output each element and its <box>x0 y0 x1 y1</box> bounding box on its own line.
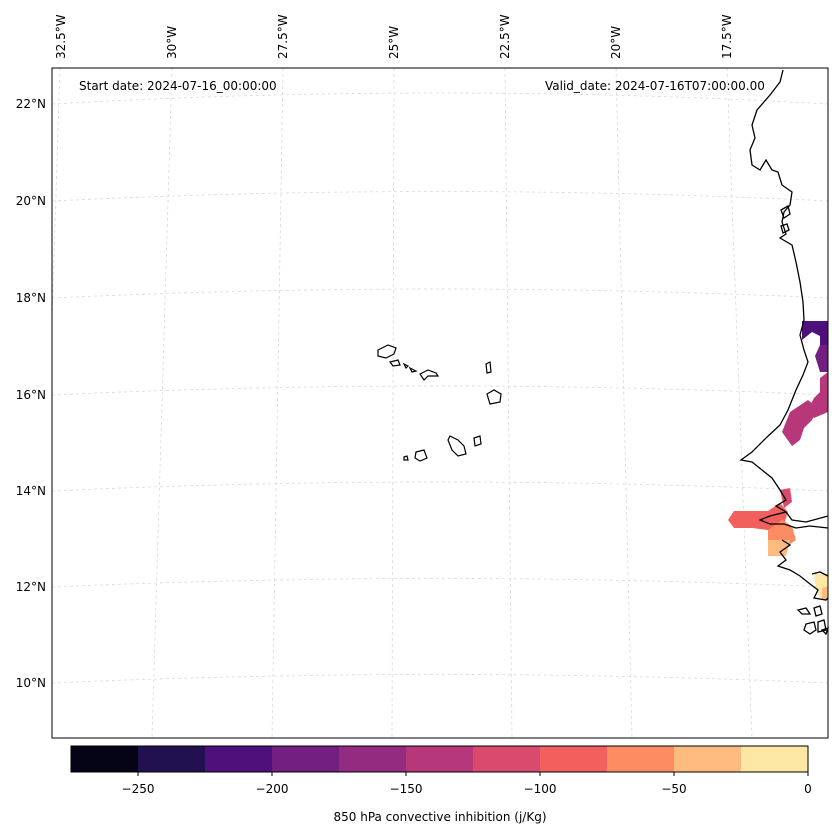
island-sao-vicente <box>388 359 401 367</box>
island-sao-nicolau-2 <box>419 369 440 381</box>
cin-fill-regions <box>728 321 828 600</box>
colorbar-swatch <box>741 746 809 772</box>
gridline-lon-25 <box>391 67 395 739</box>
island-santa-luzia <box>402 362 410 370</box>
colorbar <box>70 745 809 776</box>
lat-label-22n: 22°N <box>15 97 46 111</box>
island-near-coast-1 <box>780 205 791 219</box>
coastline-south <box>776 539 829 601</box>
gridline-lon-22-5 <box>504 67 513 739</box>
coastlines <box>739 69 830 636</box>
island-bijagos-4 <box>817 619 827 633</box>
gridline-lat-14 <box>51 481 829 492</box>
island-maio <box>473 435 482 447</box>
lon-label-25w: 25°W <box>387 25 401 59</box>
colorbar-swatch <box>339 746 407 772</box>
lon-label-27-5w: 27.5°W <box>276 14 290 59</box>
colorbar-tick-label: −150 <box>389 782 423 796</box>
island-bijagos-3 <box>803 621 817 635</box>
gridline-lat-16 <box>51 385 829 396</box>
gridline-lon-20 <box>615 67 633 739</box>
island-fogo <box>414 449 428 462</box>
coastline-bissau <box>811 571 829 577</box>
colorbar-swatch <box>540 746 608 772</box>
gridline-lat-10 <box>51 674 829 684</box>
cin-region-yellow-small <box>822 586 828 600</box>
graticule <box>51 67 829 739</box>
island-santo-antao <box>377 344 397 359</box>
colorbar-swatch <box>272 746 340 772</box>
cin-region-rose <box>780 488 792 508</box>
lon-label-17-5w: 17.5°W <box>720 14 734 59</box>
colorbar-swatch <box>473 746 541 772</box>
island-near-coast-2 <box>780 223 790 234</box>
valid-date-label: Valid_date: 2024-07-16T07:00:00.00 <box>545 79 765 93</box>
cin-region-peach <box>768 540 790 556</box>
island-bijagos-1 <box>796 607 812 615</box>
colorbar-swatch <box>71 746 139 772</box>
gridline-lat-12 <box>51 578 829 588</box>
island-boa-vista <box>486 389 502 405</box>
colorbar-swatch <box>406 746 474 772</box>
gridline-lon-32-5 <box>51 67 61 321</box>
colorbar-title: 850 hPa convective inhibition (j/Kg) <box>333 810 547 824</box>
gridline-lat-20 <box>51 191 829 202</box>
lon-label-30w: 30°W <box>165 25 179 59</box>
island-sal <box>485 361 492 374</box>
colorbar-frame <box>70 745 809 773</box>
gridline-lat-18 <box>51 288 829 299</box>
cin-region-pink-south <box>782 400 818 446</box>
lon-label-32-5w: 32.5°W <box>54 14 68 59</box>
island-brava <box>403 455 409 461</box>
coastline-gambia-river <box>758 511 829 529</box>
lon-label-22-5w: 22.5°W <box>498 14 512 59</box>
cin-region-violet <box>815 345 828 372</box>
island-bijagos-2 <box>813 605 823 617</box>
colorbar-tick-label: 0 <box>804 782 812 796</box>
lat-label-16n: 16°N <box>15 388 46 402</box>
lon-label-20w: 20°W <box>609 25 623 59</box>
lat-label-20n: 20°N <box>15 194 46 208</box>
colorbar-tick-label: −200 <box>255 782 289 796</box>
gridline-lon-17-5 <box>726 67 753 739</box>
island-bijagos-5 <box>820 626 830 636</box>
island-sao-nicolau <box>408 366 418 373</box>
cin-region-red <box>728 503 788 530</box>
lat-label-18n: 18°N <box>15 291 46 305</box>
colorbar-swatch <box>138 746 206 772</box>
colorbar-swatch <box>674 746 742 772</box>
map-frame <box>51 67 829 739</box>
colorbar-swatch <box>607 746 675 772</box>
cape-verde-islands <box>377 344 502 462</box>
island-santiago <box>447 435 467 457</box>
start-date-label: Start date: 2024-07-16_00:00:00 <box>79 79 277 93</box>
cin-region-purple <box>802 321 828 345</box>
gridline-lon-30 <box>151 67 173 739</box>
colorbar-tick-label: −50 <box>661 782 687 796</box>
colorbar-swatch <box>205 746 273 772</box>
lat-label-14n: 14°N <box>15 484 46 498</box>
coastline-west-africa <box>739 69 829 523</box>
lat-label-10n: 10°N <box>15 676 46 690</box>
colorbar-tick-label: −100 <box>523 782 557 796</box>
lat-label-12n: 12°N <box>15 580 46 594</box>
gridline-lat-22 <box>51 92 829 105</box>
colorbar-tick-label: −250 <box>121 782 155 796</box>
gridline-lon-27-5 <box>271 67 284 739</box>
